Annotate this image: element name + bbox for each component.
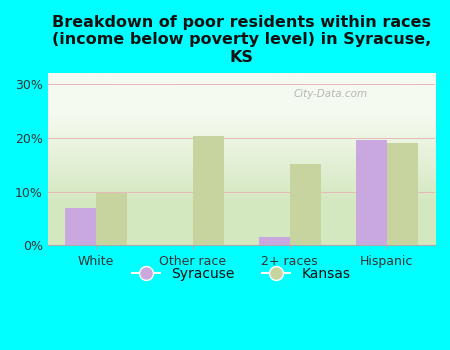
Bar: [193, 136, 224, 245]
Text: City-Data.com: City-Data.com: [293, 89, 368, 99]
Bar: [290, 163, 321, 245]
Bar: [387, 143, 418, 245]
Legend: Syracuse, Kansas: Syracuse, Kansas: [127, 262, 356, 287]
Bar: [65, 208, 96, 245]
Bar: [96, 193, 127, 245]
Bar: [259, 237, 290, 245]
Bar: [356, 140, 387, 245]
Title: Breakdown of poor residents within races
(income below poverty level) in Syracus: Breakdown of poor residents within races…: [52, 15, 431, 65]
